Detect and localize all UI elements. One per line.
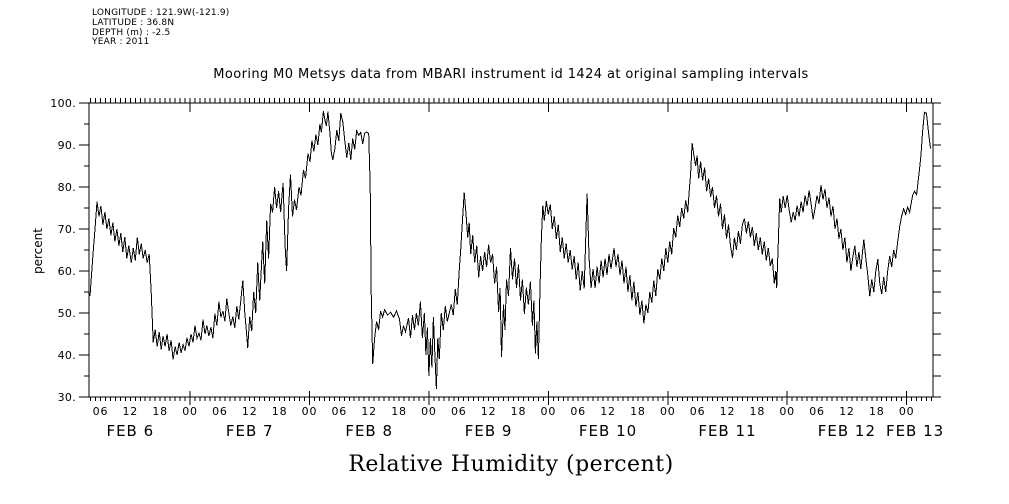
y-tick-label: 100.	[50, 97, 76, 110]
x-tick-label: 12	[720, 405, 736, 418]
x-tick-label: 00	[541, 405, 557, 418]
x-tick-label: 18	[511, 405, 527, 418]
x-tick-label: 06	[690, 405, 706, 418]
x-day-label: FEB 7	[226, 422, 274, 440]
x-tick-label: 12	[122, 405, 138, 418]
x-tick-label: 00	[182, 405, 198, 418]
metadata-longitude: LONGITUDE : 121.9W(-121.9)	[92, 8, 230, 18]
x-axis-title: Relative Humidity (percent)	[348, 452, 674, 477]
x-tick-label: 12	[242, 405, 258, 418]
x-day-label: FEB 11	[698, 422, 756, 440]
y-tick-label: 80.	[58, 181, 76, 194]
x-day-label: FEB 10	[579, 422, 637, 440]
x-tick-label: 12	[600, 405, 616, 418]
x-tick-label: 18	[869, 405, 885, 418]
y-tick-label: 50.	[58, 307, 76, 320]
x-tick-label: 00	[779, 405, 795, 418]
metadata-latitude: LATITUDE : 36.8N	[92, 17, 175, 28]
y-tick-label: 40.	[58, 349, 76, 362]
x-tick-label: 00	[421, 405, 437, 418]
x-day-label: FEB 13	[886, 422, 944, 440]
x-tick-label: 06	[212, 405, 228, 418]
x-tick-label: 18	[152, 405, 168, 418]
x-tick-label: 18	[750, 405, 766, 418]
x-tick-label: 00	[302, 405, 318, 418]
x-tick-label: 18	[391, 405, 407, 418]
y-tick-label: 90.	[58, 139, 76, 152]
x-tick-label: 18	[630, 405, 646, 418]
x-tick-label: 12	[481, 405, 497, 418]
x-tick-label: 06	[451, 405, 467, 418]
x-tick-label: 18	[272, 405, 288, 418]
metadata-year: YEAR : 2011	[92, 37, 150, 48]
y-tick-label: 30.	[58, 391, 76, 404]
x-day-label: FEB 12	[818, 422, 876, 440]
x-tick-label: 06	[93, 405, 109, 418]
x-tick-label: 00	[899, 405, 915, 418]
x-tick-label: 00	[660, 405, 676, 418]
x-tick-label: 12	[839, 405, 855, 418]
x-tick-label: 12	[361, 405, 377, 418]
chart-title: Mooring M0 Metsys data from MBARI instru…	[213, 67, 809, 82]
x-day-label: FEB 6	[106, 422, 154, 440]
metadata-block: LONGITUDE : 121.9W(-121.9) LATITUDE : 36…	[92, 8, 230, 48]
y-tick-label: 70.	[58, 223, 76, 236]
humidity-line	[89, 110, 931, 390]
x-tick-label: 06	[570, 405, 586, 418]
y-tick-label: 60.	[58, 265, 76, 278]
x-tick-label: 06	[332, 405, 348, 418]
metadata-depth: DEPTH (m) : -2.5	[92, 27, 171, 38]
x-day-label: FEB 8	[345, 422, 393, 440]
x-tick-label: 06	[809, 405, 825, 418]
x-day-label: FEB 9	[465, 422, 513, 440]
